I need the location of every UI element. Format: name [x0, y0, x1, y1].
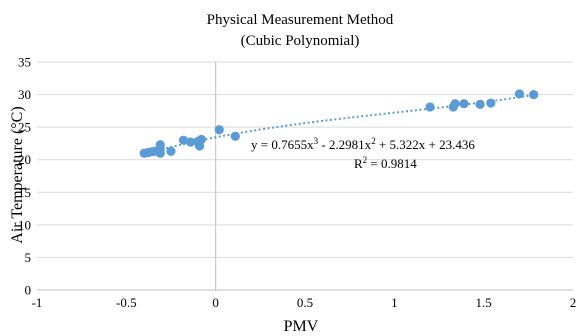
x-axis-ticks: -1 -0.5 0 0.5 1 1.5 2	[32, 295, 577, 310]
x-tick-label: 1	[391, 295, 398, 310]
data-point	[166, 146, 176, 156]
y-tick-label: 35	[18, 55, 31, 70]
y-tick-label: 20	[18, 152, 31, 167]
y-tick-label: 0	[25, 283, 32, 298]
chart-subtitle: (Cubic Polynomial)	[241, 33, 360, 49]
data-point	[186, 137, 196, 147]
trendline-equation: y = 0.7655x3 - 2.2981x2 + 5.322x + 23.43…	[251, 136, 475, 152]
y-tick-label: 5	[25, 250, 32, 265]
x-tick-label: 0	[212, 295, 219, 310]
data-point	[475, 99, 485, 109]
data-point	[230, 131, 240, 141]
x-axis-label: PMV	[284, 318, 319, 335]
data-point	[425, 102, 435, 112]
data-point	[450, 99, 460, 109]
data-point	[529, 89, 539, 100]
data-point	[214, 125, 224, 135]
chart-title: Physical Measurement Method	[207, 12, 394, 28]
data-point	[155, 140, 165, 150]
data-points	[139, 89, 539, 158]
y-tick-label: 15	[18, 185, 31, 200]
x-tick-label: 2	[570, 295, 577, 310]
data-point	[486, 98, 496, 108]
trendline	[143, 93, 534, 155]
data-point	[514, 89, 525, 99]
data-point	[178, 135, 189, 145]
y-axis-label: Air Temperature (°C)	[9, 106, 26, 243]
x-tick-label: 1.5	[476, 295, 492, 310]
y-axis-ticks: 0 5 10 15 20 25 30 35	[18, 55, 31, 298]
x-tick-label: 0.5	[297, 295, 313, 310]
y-tick-label: 30	[18, 87, 31, 102]
gridlines	[37, 61, 573, 291]
y-tick-label: 10	[18, 217, 31, 232]
y-tick-label: 25	[18, 120, 31, 135]
r-squared-label: R2 = 0.9814	[354, 155, 417, 171]
x-tick-label: -1	[32, 295, 43, 310]
data-point	[196, 134, 206, 145]
x-tick-label: -0.5	[116, 295, 137, 310]
data-point	[459, 99, 469, 109]
